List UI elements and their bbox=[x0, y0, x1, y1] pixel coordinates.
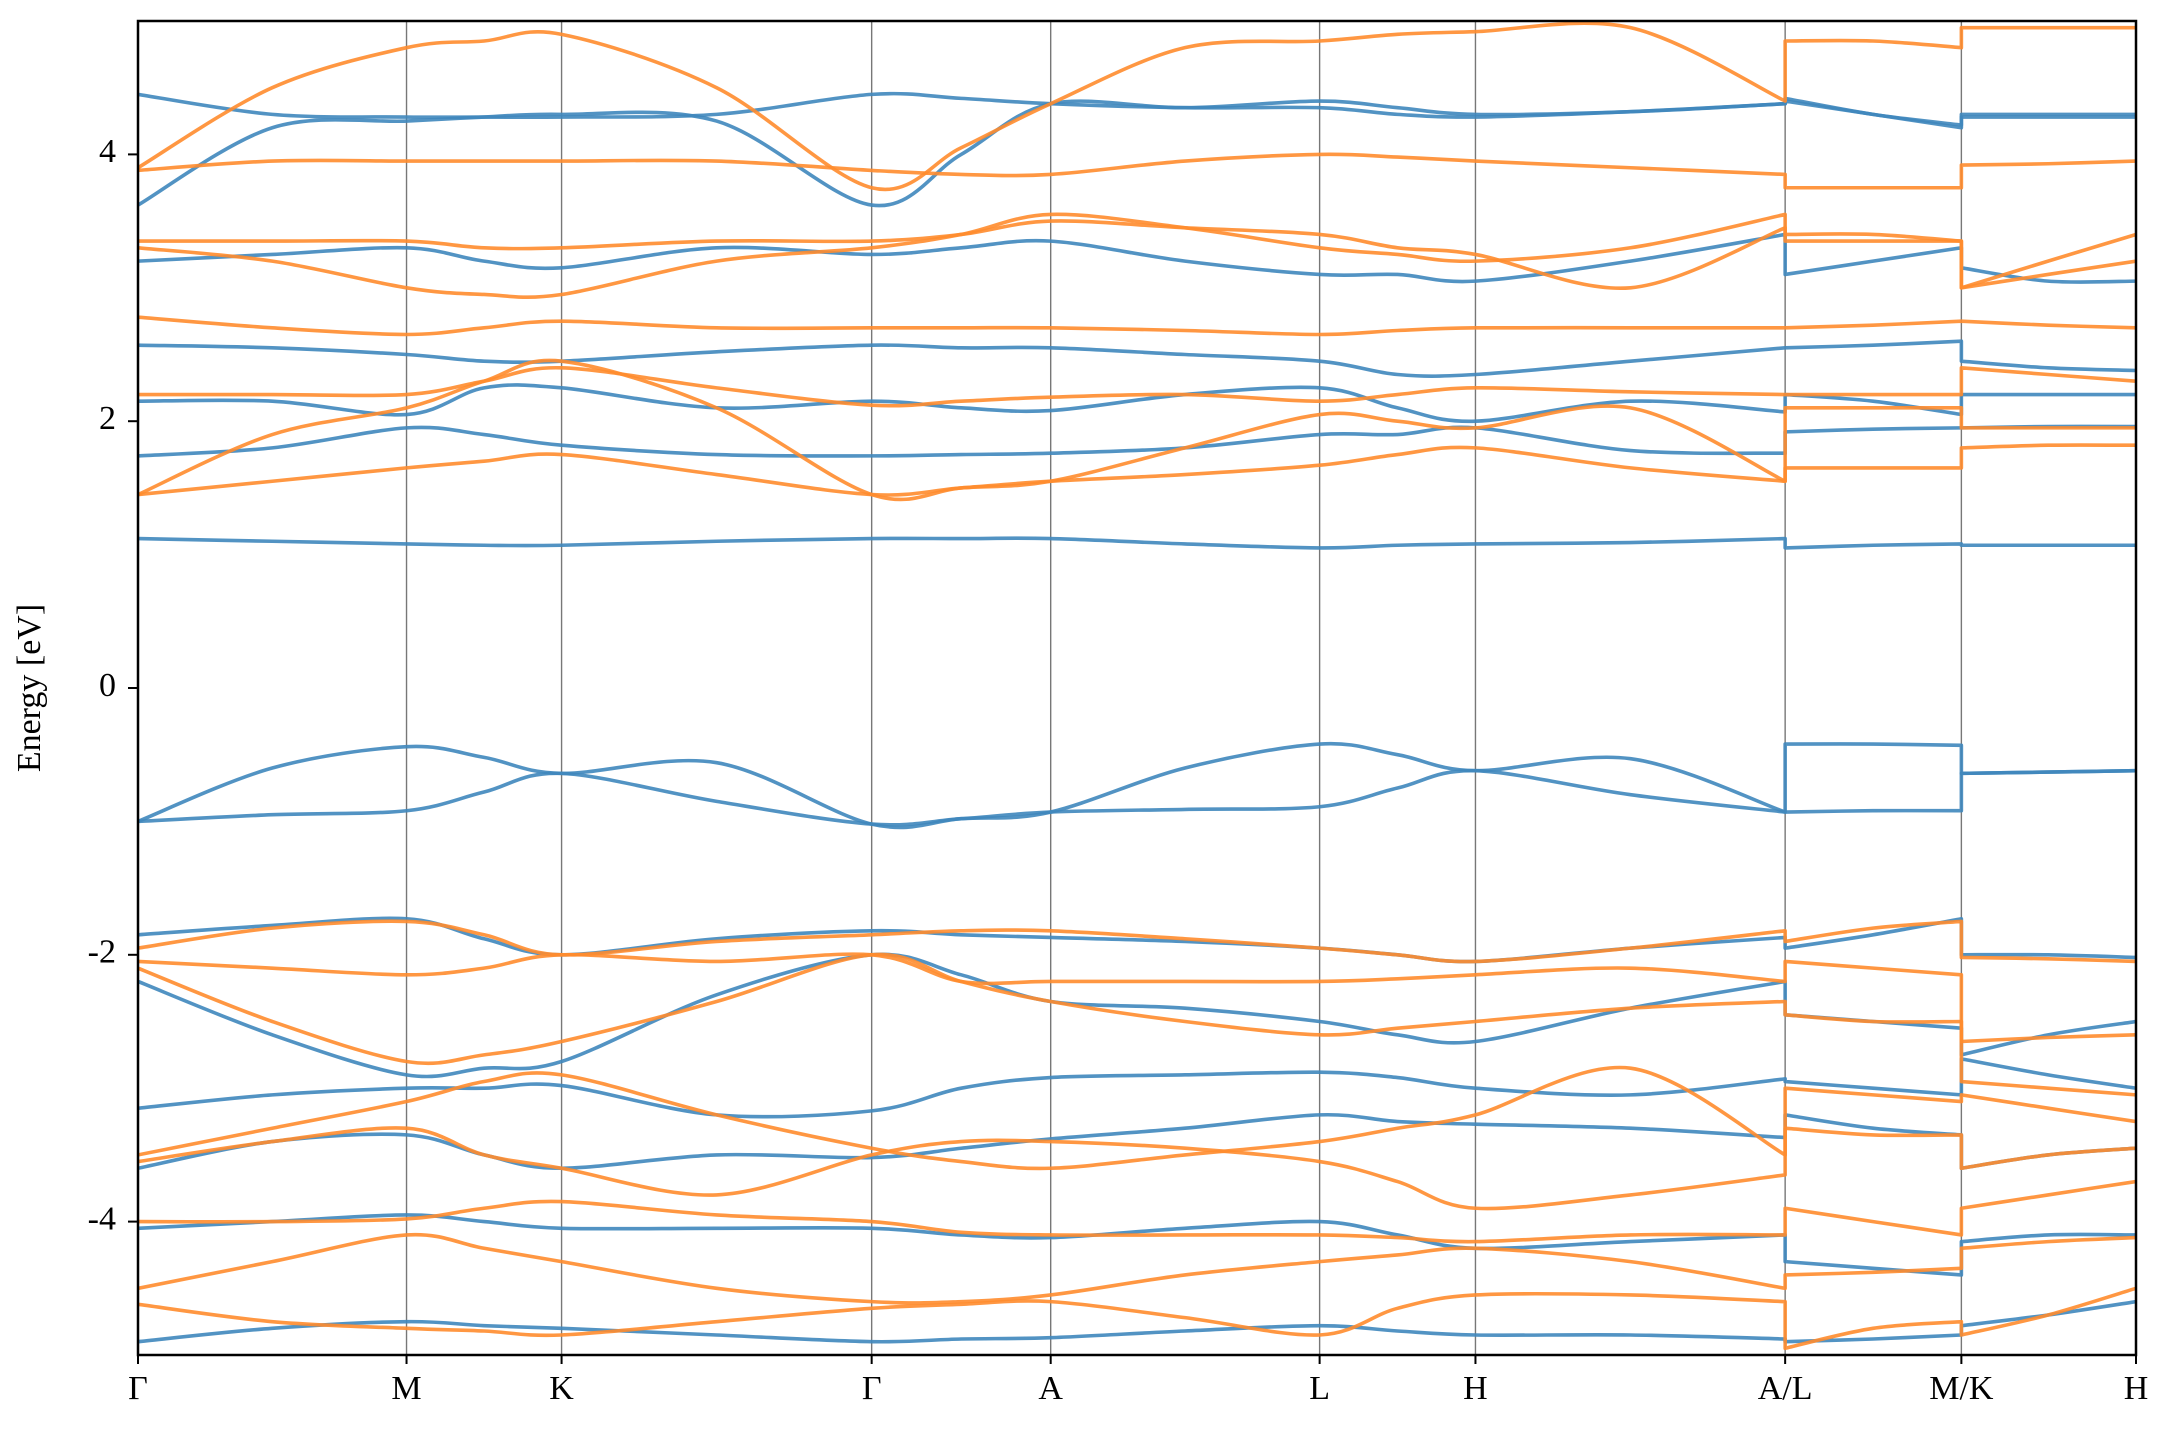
band-line bbox=[138, 916, 2136, 964]
x-tick-label: L bbox=[1309, 1370, 1330, 1407]
band-line bbox=[138, 1179, 2136, 1244]
band-line bbox=[138, 99, 2136, 208]
band-line bbox=[138, 219, 2136, 291]
bands bbox=[138, 21, 2136, 1351]
y-tick-label: 0 bbox=[99, 667, 116, 704]
band-line bbox=[138, 21, 2136, 192]
band-line bbox=[138, 315, 2136, 337]
band-line bbox=[138, 536, 2136, 550]
band-line bbox=[138, 1286, 2136, 1351]
x-tick-label: K bbox=[549, 1370, 574, 1407]
band-line bbox=[138, 152, 2136, 190]
band-line bbox=[138, 952, 2136, 1097]
x-tick-label: A/L bbox=[1758, 1370, 1813, 1407]
band-line bbox=[138, 768, 2136, 827]
y-tick-label: -4 bbox=[88, 1200, 116, 1237]
band-line bbox=[138, 741, 2136, 830]
band-line bbox=[138, 366, 2136, 408]
x-tick-label: H bbox=[2124, 1370, 2149, 1407]
band-line bbox=[138, 339, 2136, 378]
band-line bbox=[138, 443, 2136, 497]
x-tick-label: M/K bbox=[1929, 1370, 1994, 1407]
x-tick-label: Γ bbox=[862, 1370, 882, 1407]
x-tick-label: A bbox=[1038, 1370, 1063, 1407]
band-line bbox=[138, 1065, 2136, 1171]
x-tick-label: Γ bbox=[128, 1370, 148, 1407]
band-line bbox=[138, 232, 2136, 284]
band-line bbox=[138, 1057, 2136, 1119]
band-line bbox=[138, 952, 2136, 1044]
x-tick-label: M bbox=[391, 1370, 421, 1407]
band-line bbox=[138, 1299, 2136, 1344]
band-line bbox=[138, 1213, 2136, 1277]
band-line bbox=[138, 1126, 2136, 1211]
axes: Γ M K Γ A L H A/L M/K H -4 -2 0 2 4 bbox=[88, 133, 2149, 1407]
y-tick-label: -2 bbox=[88, 934, 116, 971]
band-line bbox=[138, 919, 2136, 964]
y-tick-label: 4 bbox=[99, 133, 116, 170]
band-line bbox=[138, 1232, 2136, 1305]
y-axis-label: Energy [eV] bbox=[11, 604, 48, 772]
x-tick-label: H bbox=[1463, 1370, 1488, 1407]
y-tick-label: 2 bbox=[99, 400, 116, 437]
